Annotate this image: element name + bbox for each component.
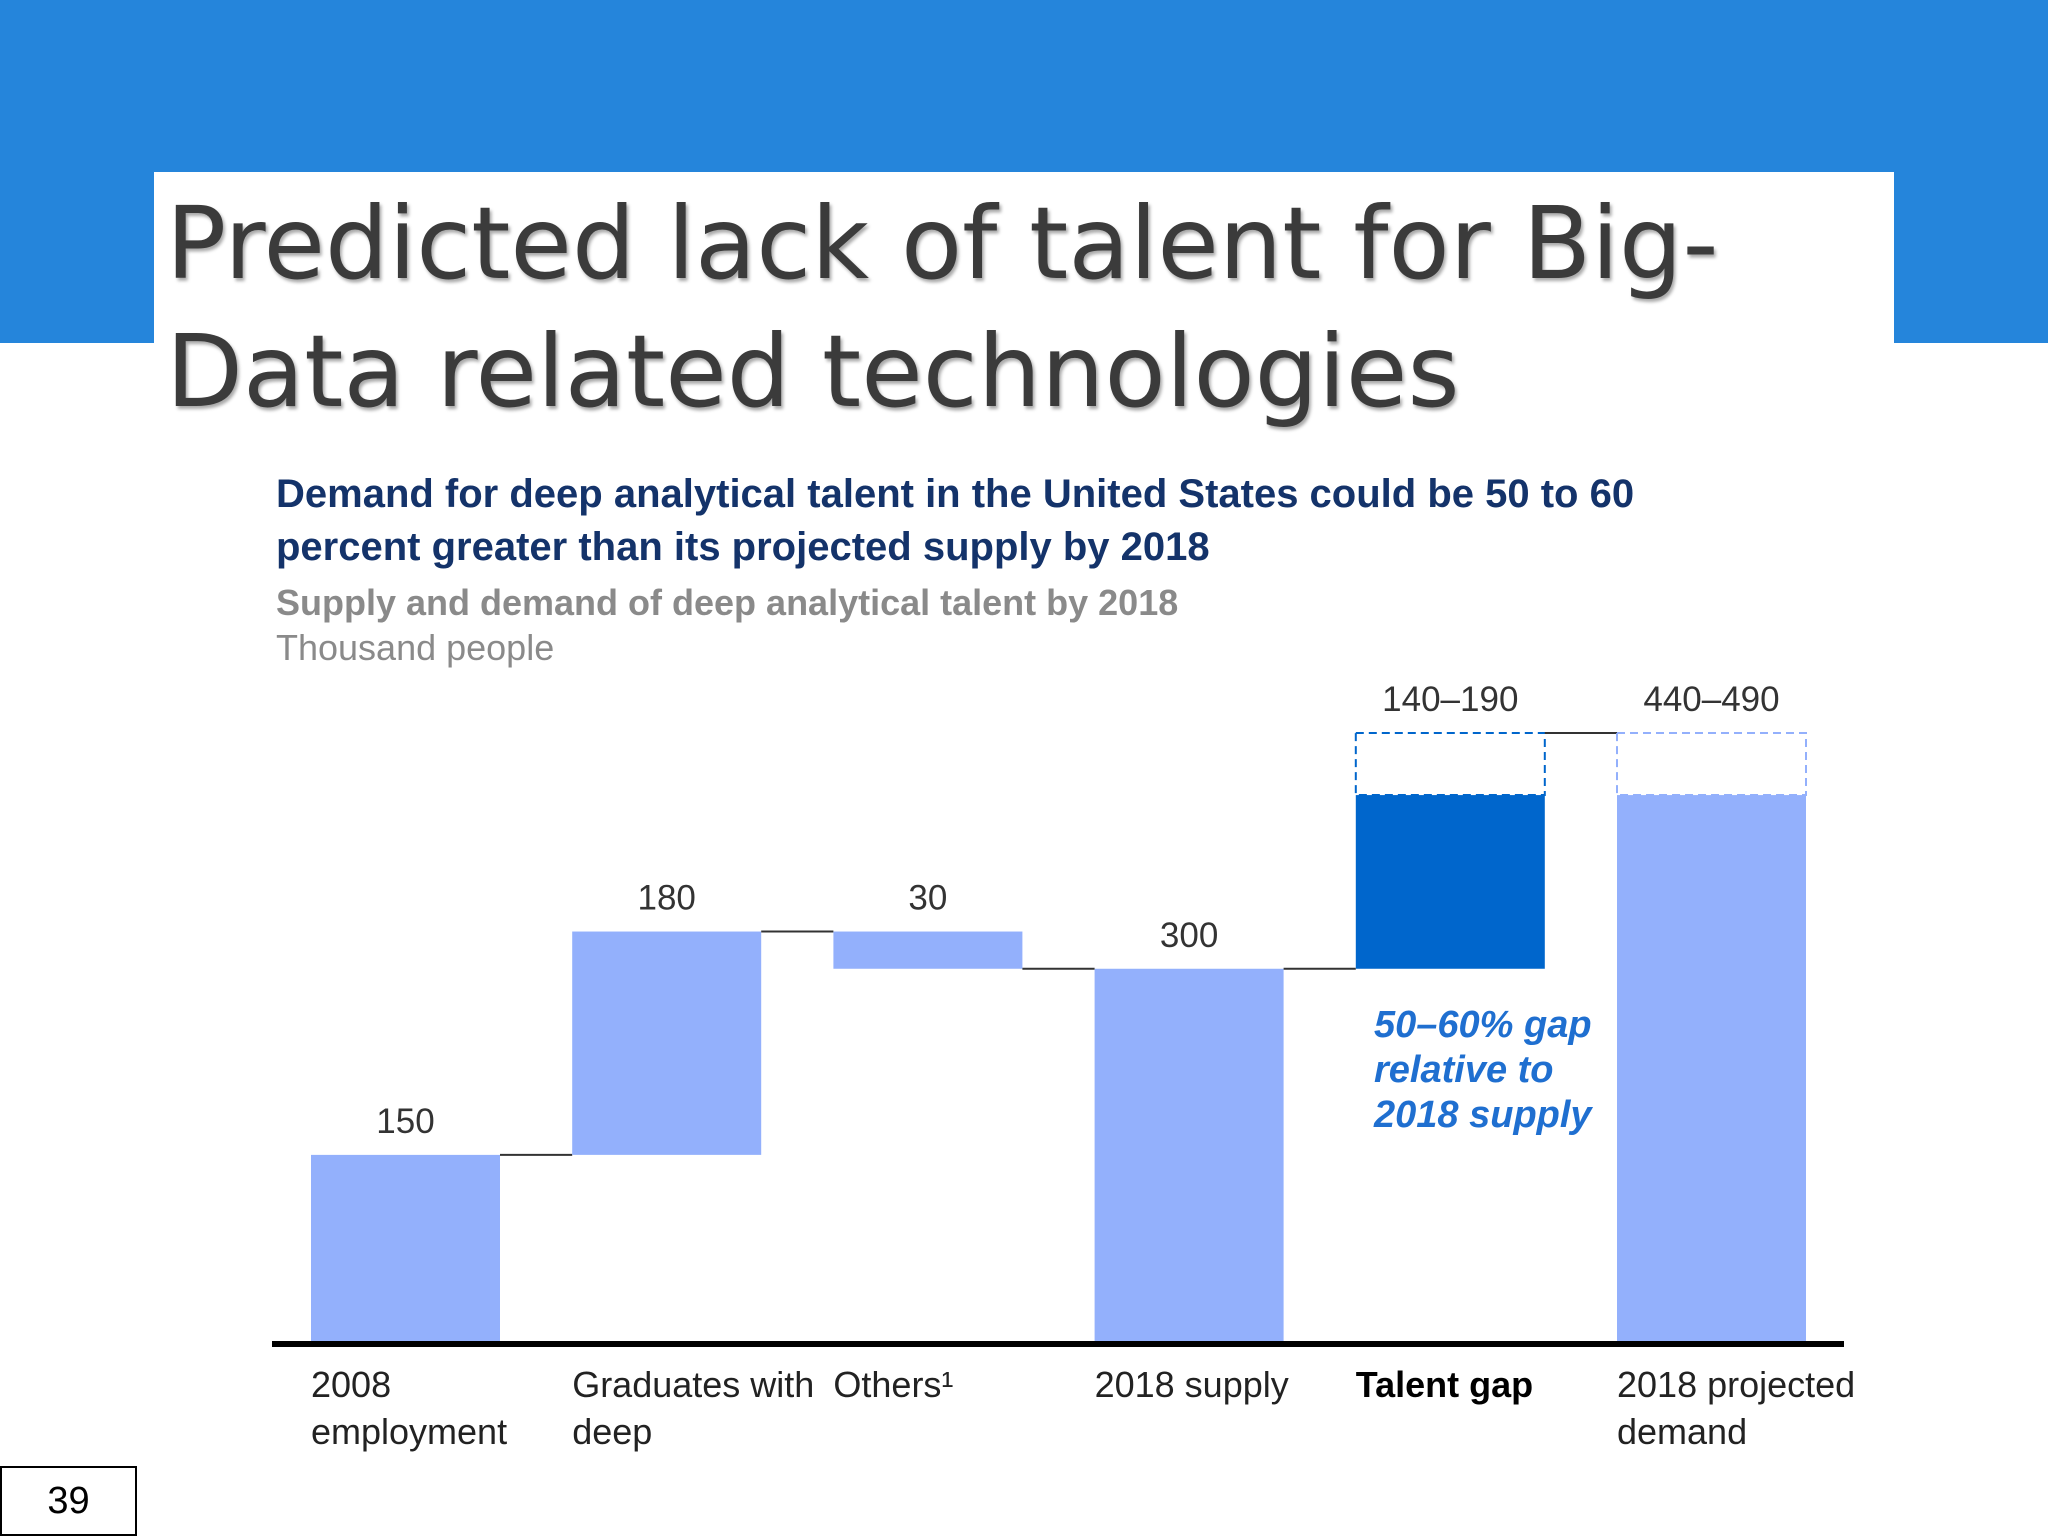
- x-tick-label: Others¹: [833, 1364, 954, 1405]
- bar: [572, 931, 762, 1155]
- x-tick-label: 2018 supply: [1094, 1364, 1289, 1405]
- x-tick-label: Talent gap: [1355, 1364, 1534, 1405]
- x-tick-label: Graduates with deep: [572, 1364, 815, 1452]
- bar: [1617, 795, 1806, 1341]
- value-label: 150: [376, 1102, 434, 1141]
- page-number: 39: [0, 1466, 137, 1536]
- bar: [311, 1154, 500, 1341]
- slide-title: Predicted lack of talent for Big-Data re…: [166, 185, 1719, 430]
- unit-label: Thousand people: [276, 627, 555, 668]
- annotation: 50–60% gap relative to 2018 supply: [1374, 1004, 1592, 1136]
- value-label: 30: [908, 879, 947, 918]
- range-extension: [1616, 732, 1807, 797]
- value-label: 440–490: [1643, 680, 1779, 719]
- value-label: 300: [1160, 916, 1218, 955]
- bar: [1094, 968, 1284, 1341]
- value-label: 180: [637, 879, 695, 918]
- value-label: 140–190: [1382, 680, 1518, 719]
- bar: [833, 931, 1023, 969]
- range-extension: [1354, 732, 1546, 797]
- chart-title: Demand for deep analytical talent in the…: [276, 472, 1635, 569]
- x-tick-label: 2008 employment: [311, 1364, 508, 1452]
- chart-subtitle: Supply and demand of deep analytical tal…: [276, 582, 1179, 623]
- bar: [1355, 795, 1545, 969]
- x-tick-label: 2018 projected demand: [1617, 1364, 1856, 1452]
